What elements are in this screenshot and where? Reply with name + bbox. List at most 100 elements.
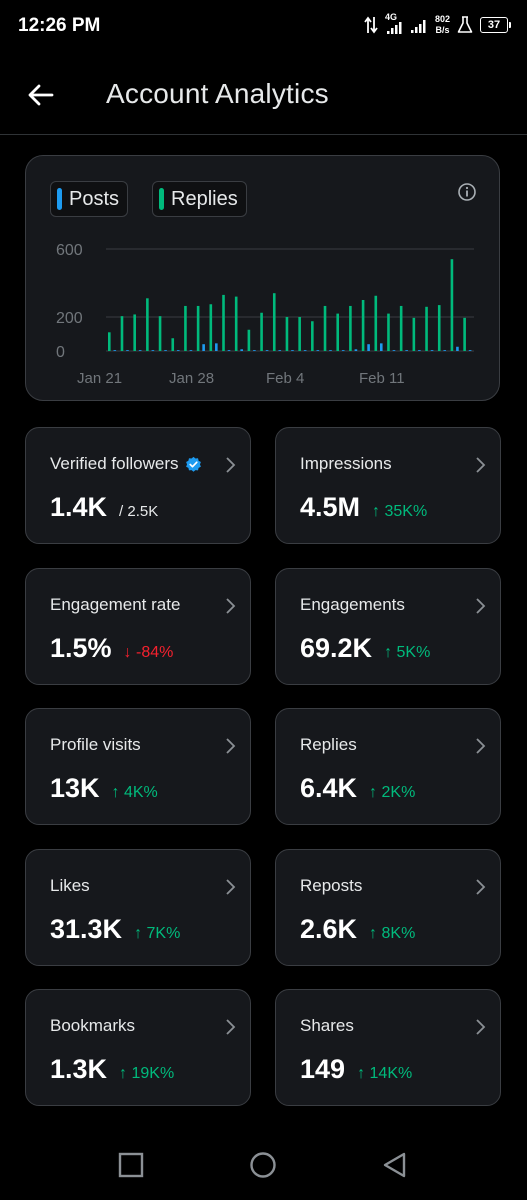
back-triangle-icon[interactable]	[380, 1150, 410, 1180]
bar-posts	[418, 350, 421, 351]
bar-posts	[151, 350, 155, 351]
bar-replies	[450, 259, 454, 351]
bar-replies	[120, 316, 124, 351]
stat-change: ↑ 4K%	[111, 784, 158, 801]
legend-replies[interactable]: Replies	[152, 181, 247, 217]
stat-value: 1.5%	[50, 633, 112, 663]
bar-replies	[374, 295, 378, 351]
bar-posts	[176, 350, 180, 351]
x-tick-label: Feb 4	[266, 370, 304, 386]
bar-replies	[184, 305, 187, 351]
bar-replies	[349, 305, 352, 351]
battery-icon: 37	[480, 17, 511, 33]
stat-card-impressions[interactable]: Impressions 4.5M ↑ 35K%	[275, 427, 501, 544]
chart-legend: Posts Replies	[50, 181, 247, 217]
chevron-right-icon	[226, 738, 236, 754]
bar-posts	[113, 350, 117, 351]
stat-label: Engagement rate	[50, 595, 181, 614]
bar-posts	[138, 350, 142, 351]
stat-value: 1.3K	[50, 1054, 108, 1084]
x-tick-label: Jan 21	[77, 370, 122, 386]
stat-change: ↓ -84%	[123, 644, 174, 661]
bar-replies	[108, 332, 111, 351]
chevron-right-icon	[476, 879, 486, 895]
stat-change: ↑ 14K%	[357, 1065, 413, 1082]
stat-change: ↑ 19K%	[119, 1065, 175, 1082]
stat-label: Replies	[300, 735, 357, 754]
stat-row: 69.2K ↑ 5K%	[300, 633, 430, 664]
stat-card-bookmarks[interactable]: Bookmarks 1.3K ↑ 19K%	[25, 989, 251, 1106]
stat-card-likes[interactable]: Likes 31.3K ↑ 7K%	[25, 849, 251, 966]
bar-replies	[437, 305, 441, 351]
status-icons: 4G 802 B/s 37	[364, 12, 511, 36]
stat-change: ↑ 35K%	[372, 503, 428, 520]
bar-posts	[126, 350, 129, 351]
bar-posts	[227, 350, 231, 351]
stat-label: Reposts	[300, 876, 363, 895]
home-circle-icon[interactable]	[248, 1150, 278, 1180]
bar-posts	[164, 350, 167, 351]
stat-label: Likes	[50, 876, 90, 895]
info-icon[interactable]	[457, 182, 477, 202]
stat-card-replies[interactable]: Replies 6.4K ↑ 2K%	[275, 708, 501, 825]
stat-row: 2.6K ↑ 8K%	[300, 914, 415, 945]
stat-value: 6.4K	[300, 773, 358, 803]
stat-row: 13K ↑ 4K%	[50, 773, 158, 804]
chevron-right-icon	[226, 879, 236, 895]
stat-change: ↑ 2K%	[369, 784, 416, 801]
stat-value: 4.5M	[300, 492, 361, 522]
bar-posts	[367, 344, 370, 351]
stat-row: 6.4K ↑ 2K%	[300, 773, 415, 804]
network-type: 4G	[384, 12, 397, 22]
recents-square-icon[interactable]	[116, 1150, 146, 1180]
chevron-right-icon	[476, 598, 486, 614]
stat-row: 31.3K ↑ 7K%	[50, 914, 180, 945]
bar-posts	[341, 350, 345, 351]
stat-card-reposts[interactable]: Reposts 2.6K ↑ 8K%	[275, 849, 501, 966]
chart-card: Posts Replies 600 200 0 Jan 21 Jan 28 Feb 4 Fe…	[25, 155, 500, 401]
status-time: 12:26 PM	[18, 15, 101, 36]
stat-card-verified-followers[interactable]: Verified followers 1.4K / 2.5K	[25, 427, 251, 544]
stat-label: Verified followers	[50, 454, 202, 474]
stat-card-profile-visits[interactable]: Profile visits 13K ↑ 4K%	[25, 708, 251, 825]
bar-replies	[412, 317, 416, 351]
back-button[interactable]	[24, 78, 58, 112]
x-tick-label: Jan 28	[169, 370, 214, 386]
bar-posts	[215, 343, 218, 351]
chevron-right-icon	[476, 1019, 486, 1035]
bar-replies	[272, 293, 276, 351]
bar-replies	[247, 329, 251, 351]
bar-posts	[430, 350, 434, 351]
bar-replies	[285, 317, 289, 351]
bar-posts	[329, 350, 332, 351]
bar-replies	[133, 314, 136, 351]
bar-replies	[463, 317, 466, 351]
arrow-left-icon	[28, 84, 54, 106]
stat-row: 1.5% ↓ -84%	[50, 633, 173, 664]
status-bar: 12:26 PM 4G 802 B/s	[0, 0, 527, 56]
bar-posts	[202, 344, 205, 351]
legend-posts-label: Posts	[69, 187, 120, 210]
bar-posts	[253, 350, 256, 351]
bar-posts	[354, 349, 358, 351]
bar-replies	[425, 306, 428, 351]
stat-change: ↑ 8K%	[369, 925, 416, 942]
bar-replies	[171, 338, 175, 351]
bar-replies	[196, 305, 200, 351]
stat-card-shares[interactable]: Shares 149 ↑ 14K%	[275, 989, 501, 1106]
legend-posts[interactable]: Posts	[50, 181, 129, 217]
verified-badge-icon	[185, 456, 201, 472]
bar-replies	[158, 316, 162, 351]
stat-value: 2.6K	[300, 914, 358, 944]
stat-card-engagement-rate[interactable]: Engagement rate 1.5% ↓ -84%	[25, 568, 251, 685]
bar-posts	[316, 350, 320, 351]
bar-chart: 600 200 0 Jan 21 Jan 28 Feb 4 Feb 11	[56, 242, 474, 386]
stat-row: 149 ↑ 14K%	[300, 1054, 412, 1085]
bar-posts	[240, 349, 243, 351]
bar-posts	[379, 343, 383, 351]
stat-change: ↑ 5K%	[384, 644, 431, 661]
chevron-right-icon	[476, 457, 486, 473]
y-tick-label: 600	[56, 242, 83, 259]
stat-card-engagements[interactable]: Engagements 69.2K ↑ 5K%	[275, 568, 501, 685]
bar-posts	[303, 350, 307, 351]
